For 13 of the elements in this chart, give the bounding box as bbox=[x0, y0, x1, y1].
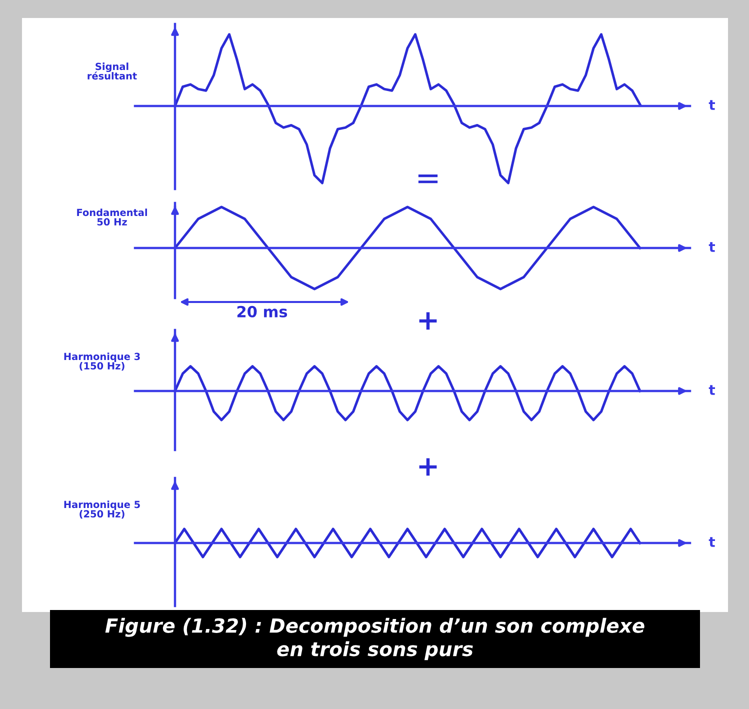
x-axis-title: t bbox=[708, 100, 715, 110]
y-axis-title: Fondamental 50 Hz bbox=[77, 208, 147, 226]
x-axis-title: t bbox=[708, 242, 715, 252]
text: 20 ms bbox=[237, 306, 288, 318]
y-axis-title: Harmonique 3 (150 Hz) bbox=[64, 352, 140, 371]
annotation: = bbox=[418, 174, 438, 184]
y-axis-title: Signal résultant bbox=[88, 62, 137, 80]
text: + bbox=[419, 312, 437, 330]
x-axis-title: t bbox=[708, 385, 715, 395]
text: Figure (1.32) : Decomposition d’un son complexe en trois sons purs bbox=[105, 618, 644, 660]
text: + bbox=[419, 458, 437, 476]
y-axis-title: Harmonique 5 (250 Hz) bbox=[64, 500, 140, 519]
x-axis-title: t bbox=[708, 537, 715, 547]
